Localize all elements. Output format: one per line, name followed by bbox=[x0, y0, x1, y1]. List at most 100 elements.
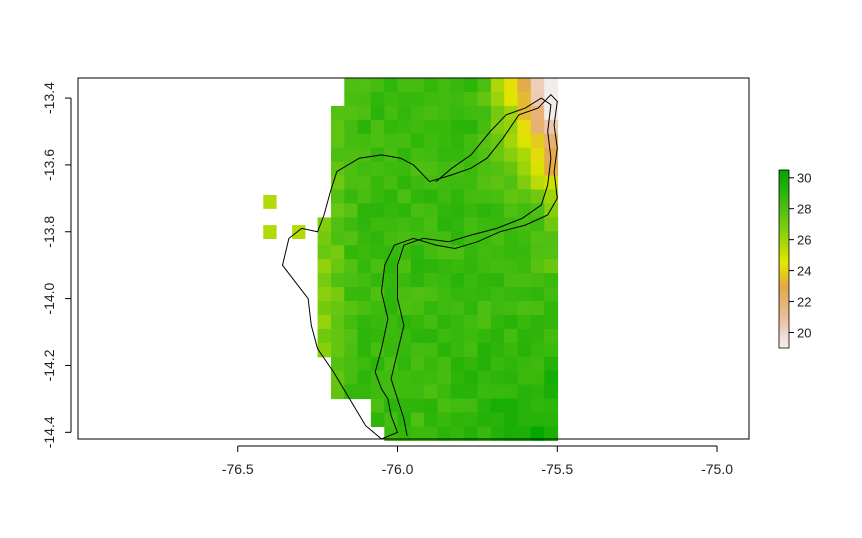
raster-cell bbox=[410, 231, 425, 246]
raster-cell bbox=[410, 203, 425, 218]
raster-cell bbox=[397, 217, 412, 232]
legend-color-step bbox=[779, 336, 789, 340]
raster-cell bbox=[450, 147, 465, 163]
legend-tick-label: 22 bbox=[797, 295, 811, 310]
raster-cell bbox=[450, 161, 465, 177]
legend-color-step bbox=[779, 300, 789, 304]
raster-cell bbox=[370, 259, 385, 274]
legend-color-step bbox=[779, 279, 789, 284]
raster-cell bbox=[410, 105, 425, 121]
raster-cell bbox=[517, 147, 532, 163]
raster-cell bbox=[490, 342, 505, 358]
legend-color-step bbox=[779, 303, 789, 307]
legend-color-step bbox=[779, 285, 789, 290]
raster-cell bbox=[424, 287, 439, 302]
raster-cell bbox=[437, 412, 452, 427]
raster-cell bbox=[490, 161, 505, 177]
raster-cell bbox=[344, 301, 359, 316]
raster-cell bbox=[464, 259, 479, 274]
raster-cell bbox=[424, 259, 439, 274]
raster-cell bbox=[410, 273, 425, 288]
raster-cell bbox=[331, 119, 345, 135]
raster-cell bbox=[544, 315, 559, 330]
y-tick-label: -13.8 bbox=[41, 216, 57, 248]
raster-cell bbox=[370, 105, 385, 121]
raster-cell bbox=[357, 119, 372, 135]
raster-cell bbox=[397, 356, 412, 372]
raster-cell bbox=[344, 133, 359, 149]
raster-cell bbox=[424, 91, 439, 107]
raster-cell bbox=[397, 342, 412, 358]
raster-cell bbox=[490, 301, 505, 316]
raster-cell bbox=[424, 161, 439, 177]
raster-cell bbox=[437, 315, 452, 330]
raster-cell bbox=[504, 273, 519, 288]
raster-cell bbox=[410, 328, 425, 344]
raster-cell bbox=[344, 189, 359, 204]
legend-color-step bbox=[779, 178, 789, 183]
raster-cell bbox=[450, 217, 465, 232]
raster-cell bbox=[517, 412, 532, 427]
raster-cell bbox=[450, 342, 465, 358]
raster-cell bbox=[504, 287, 519, 302]
raster-cell bbox=[477, 412, 492, 427]
raster-cell bbox=[397, 78, 412, 93]
raster-cell bbox=[504, 78, 519, 93]
legend-color-step bbox=[779, 205, 789, 210]
legend-color-step bbox=[779, 193, 789, 198]
raster-cell bbox=[397, 328, 412, 344]
raster-cell bbox=[530, 175, 545, 191]
raster-cell bbox=[344, 203, 359, 218]
raster-cell bbox=[424, 78, 439, 93]
raster-cell bbox=[384, 147, 399, 163]
raster-cell bbox=[410, 301, 425, 316]
raster-cell bbox=[437, 356, 452, 372]
raster-cell bbox=[410, 287, 425, 302]
raster-cell bbox=[517, 273, 532, 288]
raster-cell bbox=[397, 161, 412, 177]
raster-cell bbox=[517, 133, 532, 149]
raster-cell bbox=[424, 301, 439, 316]
raster-cell bbox=[490, 384, 505, 400]
raster-cell bbox=[344, 105, 359, 121]
raster-cell bbox=[517, 217, 532, 232]
raster-cell bbox=[544, 398, 559, 414]
raster-cells bbox=[263, 78, 559, 441]
raster-cell bbox=[504, 301, 519, 316]
raster-cell bbox=[450, 78, 465, 93]
legend-tick-label: 26 bbox=[797, 233, 811, 248]
raster-cell bbox=[490, 78, 505, 93]
raster-cell bbox=[504, 342, 519, 358]
raster-cell bbox=[530, 189, 545, 204]
raster-cell bbox=[504, 384, 519, 400]
raster-cell bbox=[517, 119, 532, 135]
raster-cell bbox=[544, 301, 559, 316]
raster-cell bbox=[437, 287, 452, 302]
raster-cell bbox=[490, 398, 505, 414]
legend-color-step bbox=[779, 199, 789, 204]
legend-color-step bbox=[779, 262, 789, 266]
raster-cell bbox=[331, 328, 345, 344]
raster-cell bbox=[490, 105, 505, 121]
raster-cell bbox=[357, 287, 372, 302]
raster-cell bbox=[490, 133, 505, 149]
color-legend: 30 28 26 24 22 20 bbox=[778, 169, 811, 349]
raster-cell bbox=[357, 342, 372, 358]
legend-color-step bbox=[779, 184, 789, 189]
raster-cell bbox=[397, 315, 412, 330]
raster-cell bbox=[384, 301, 399, 316]
raster-cell bbox=[397, 175, 412, 191]
raster-cell bbox=[477, 342, 492, 358]
raster-cell bbox=[344, 259, 359, 274]
raster-cell bbox=[490, 245, 505, 260]
raster-cell bbox=[397, 245, 412, 260]
legend-color-step bbox=[779, 273, 789, 278]
raster-cell bbox=[504, 231, 519, 246]
raster-cell bbox=[384, 412, 399, 427]
raster-cell bbox=[530, 287, 545, 302]
raster-cell bbox=[477, 259, 492, 274]
raster-cell bbox=[530, 356, 545, 372]
legend-color-step bbox=[779, 247, 789, 251]
legend-color-step bbox=[779, 235, 789, 239]
raster-cell bbox=[450, 175, 465, 191]
